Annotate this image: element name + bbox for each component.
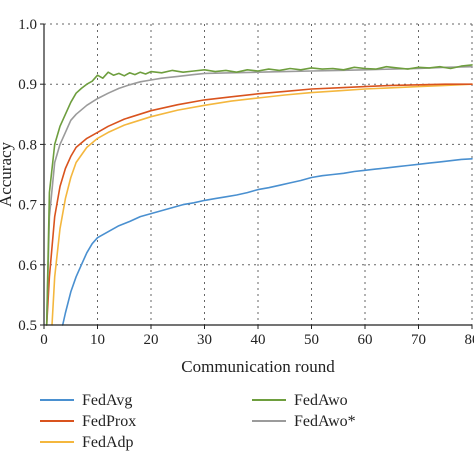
legend-label-fedavg: FedAvg: [82, 392, 132, 409]
series-lines: [45, 64, 473, 326]
y-tick-label: 0.7: [18, 198, 37, 214]
ticks: 0 10 20 30 40 50 60 70 80 0.5 0.6 0.7 0.8 0.9 1.0: [18, 17, 474, 348]
x-tick-label: 50: [304, 332, 319, 348]
x-tick-label: 20: [144, 332, 159, 348]
grid: [44, 23, 473, 325]
x-tick-label: 0: [40, 332, 48, 348]
x-tick-label: 30: [197, 332, 212, 348]
x-tick-label: 40: [251, 332, 266, 348]
legend-label-fedawo-star: FedAwo*: [294, 413, 356, 430]
x-tick-label: 60: [358, 332, 373, 348]
series-line-fedawo: [45, 64, 473, 326]
x-tick-label: 10: [90, 332, 105, 348]
series-line-fedprox: [45, 83, 473, 326]
y-tick-label: 1.0: [18, 17, 37, 33]
series-line-fedawo-star: [45, 65, 473, 326]
y-axis-label: Accuracy: [0, 141, 15, 207]
y-tick-label: 0.8: [18, 137, 37, 153]
x-tick-label: 70: [411, 332, 426, 348]
y-tick-label: 0.5: [18, 318, 37, 334]
legend-label-fedprox: FedProx: [82, 413, 136, 430]
legend-label-fedadp: FedAdp: [82, 434, 134, 451]
series-line-fedavg: [61, 158, 473, 326]
x-axis-label: Communication round: [181, 357, 335, 376]
x-tick-label: 80: [465, 332, 474, 348]
y-tick-label: 0.6: [18, 258, 37, 274]
series-line-fedadp: [51, 83, 473, 326]
legend: FedAvg FedProx FedAdp FedAwo FedAwo*: [40, 392, 356, 451]
y-tick-label: 0.9: [18, 77, 37, 93]
legend-label-fedawo: FedAwo: [294, 392, 348, 409]
